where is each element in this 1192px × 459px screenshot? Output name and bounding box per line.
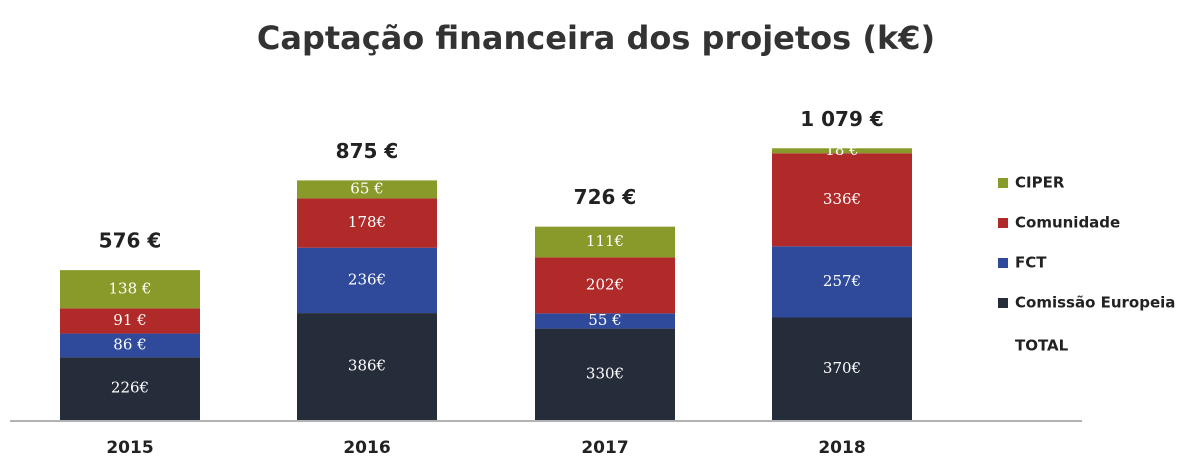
data-label: 111€ (586, 232, 624, 250)
bar-segment (60, 270, 200, 309)
total-label: 1 079 € (800, 107, 884, 131)
data-label: 336€ (823, 190, 861, 208)
bar-segment (297, 247, 437, 314)
legend-label: Comissão Europeia (1015, 294, 1175, 312)
legend-label: TOTAL (1015, 337, 1069, 355)
x-tick-label: 2015 (106, 438, 153, 458)
total-label: 875 € (336, 139, 399, 163)
legend-swatch (998, 258, 1008, 268)
bar-segment (535, 226, 675, 258)
data-label: 86 € (113, 335, 146, 353)
data-label: 55 € (588, 311, 621, 329)
chart-title: Captação financeira dos projetos (k€) (257, 19, 935, 57)
bar-segment (772, 246, 912, 318)
bar-segment (772, 153, 912, 247)
legend-swatch (998, 178, 1008, 188)
bar-segment (297, 180, 437, 199)
bar-segment (297, 313, 437, 420)
legend-swatch (998, 218, 1008, 228)
legend-label: FCT (1015, 254, 1047, 272)
data-label: 202€ (586, 275, 624, 293)
data-label: 370€ (823, 359, 861, 377)
total-label: 576 € (99, 229, 162, 253)
legend-label: CIPER (1015, 174, 1065, 192)
data-label: 236€ (348, 270, 386, 288)
data-label: 330€ (586, 364, 624, 382)
bar-segment (60, 357, 200, 420)
bar-segment (60, 308, 200, 334)
bar-segment (297, 198, 437, 248)
bar-segment (535, 313, 675, 329)
data-label: 257€ (823, 272, 861, 290)
x-tick-label: 2017 (581, 438, 628, 458)
bar-segment (772, 148, 912, 154)
data-label: 178€ (348, 213, 386, 231)
bar-segment (535, 257, 675, 314)
x-tick-label: 2018 (818, 438, 865, 458)
data-label: 18 € (825, 141, 858, 159)
data-label: 65 € (350, 179, 383, 197)
bar-segment (535, 328, 675, 420)
data-label: 386€ (348, 357, 386, 375)
x-tick-label: 2016 (343, 438, 390, 458)
data-label: 226€ (111, 379, 149, 397)
legend-label: Comunidade (1015, 214, 1120, 232)
data-label: 91 € (113, 311, 146, 329)
total-label: 726 € (574, 185, 637, 209)
legend-swatch (998, 298, 1008, 308)
bar-segment (772, 317, 912, 420)
bar-segment (60, 333, 200, 358)
data-label: 138 € (109, 279, 152, 297)
